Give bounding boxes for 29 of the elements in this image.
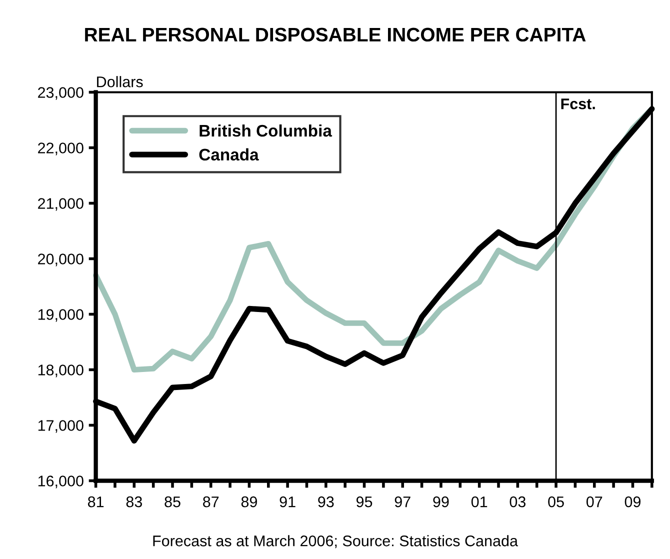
x-tick-label: 83 — [126, 496, 142, 508]
y-tick-label: 18,000 — [38, 364, 84, 378]
x-tick-label: 93 — [318, 496, 334, 508]
y-tick-label: 19,000 — [38, 309, 84, 322]
x-tick-label: 01 — [471, 496, 488, 508]
x-tick-label: 09 — [624, 496, 641, 508]
x-tick-label: 81 — [88, 496, 104, 508]
x-tick-label: 87 — [203, 496, 219, 508]
y-tick-label: 22,000 — [38, 142, 84, 156]
x-tick-label: 97 — [394, 496, 410, 508]
legend-label: Canada — [199, 148, 259, 161]
x-tick-label: 91 — [280, 496, 296, 508]
y-tick-label: 20,000 — [38, 254, 84, 266]
ref-line-label: Fcst. — [561, 98, 595, 110]
y-axis-title: Dollars — [97, 76, 143, 88]
y-tick-label: 17,000 — [38, 420, 84, 433]
x-tick-label: 07 — [586, 496, 602, 508]
x-tick-label: 95 — [356, 496, 372, 508]
y-tick-label: 23,000 — [38, 87, 84, 100]
chart-title: REAL PERSONAL DISPOSABLE INCOME PER CAPITA — [85, 28, 586, 42]
x-tick-label: 99 — [433, 496, 449, 508]
x-tick-label: 05 — [548, 496, 564, 508]
x-tick-label: 89 — [241, 496, 257, 508]
y-tick-label: 16,000 — [38, 476, 84, 488]
x-tick-label: 03 — [510, 496, 526, 508]
legend-label: British Columbia — [200, 124, 332, 137]
y-tick-label: 21,000 — [38, 198, 84, 211]
x-tick-label: 85 — [164, 496, 180, 508]
text: Forecast as at March 2006; Source: Statistics Canada — [153, 535, 518, 548]
